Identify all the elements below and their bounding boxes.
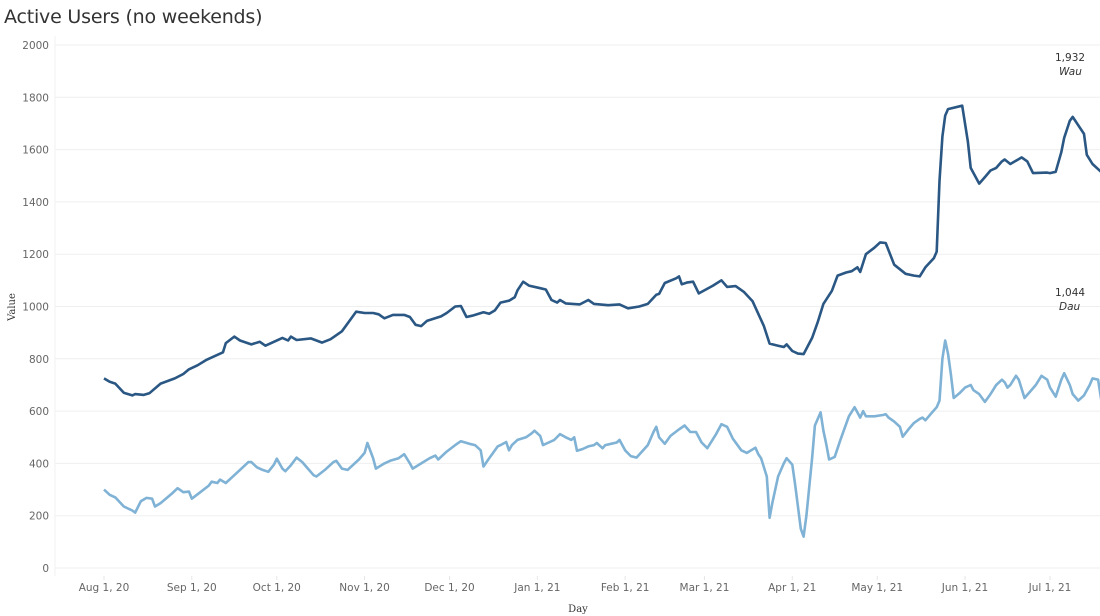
- y-tick-label: 800: [29, 354, 49, 366]
- wau-line[interactable]: [103, 63, 1100, 397]
- x-tick-label: Dec 1, 20: [424, 582, 474, 594]
- y-axis-ticks: 0 200 400 600 800 1000 1200 1400 1600 1800 2000: [22, 40, 49, 575]
- x-tick-label: Feb 1, 21: [601, 582, 650, 594]
- dau-end-value: 1,044: [1055, 287, 1085, 299]
- y-tick-label: 1400: [22, 197, 49, 209]
- wau-series-label: Wau: [1059, 66, 1082, 78]
- x-axis-ticks: Aug 1, 20 Sep 1, 20 Oct 1, 20 Nov 1, 20 Dec …: [79, 576, 1072, 594]
- y-tick-label: 1000: [22, 302, 49, 314]
- x-axis-title: Day: [568, 604, 588, 615]
- wau-end-value: 1,932: [1055, 52, 1085, 64]
- gridlines: [54, 36, 1100, 576]
- dau-line[interactable]: [103, 291, 1100, 538]
- x-tick-label: Nov 1, 20: [339, 582, 390, 594]
- x-tick-label: Aug 1, 20: [79, 582, 130, 594]
- x-tick-label: Sep 1, 20: [167, 582, 217, 594]
- x-tick-label: Jul 1, 21: [1028, 582, 1072, 594]
- y-tick-label: 600: [29, 406, 49, 418]
- y-tick-label: 2000: [22, 40, 49, 52]
- x-tick-label: Jun 1, 21: [941, 582, 988, 594]
- y-tick-label: 200: [29, 511, 49, 523]
- y-axis-title: Value: [7, 293, 18, 322]
- x-tick-label: Jan 1, 21: [513, 582, 560, 594]
- chart-title: Active Users (no weekends): [4, 6, 263, 28]
- x-tick-label: May 1, 21: [851, 582, 903, 594]
- x-tick-label: Mar 1, 21: [680, 582, 730, 594]
- y-tick-label: 400: [29, 458, 49, 470]
- dau-series-label: Dau: [1059, 301, 1081, 313]
- y-tick-label: 0: [42, 563, 49, 575]
- x-tick-label: Apr 1, 21: [768, 582, 816, 594]
- y-tick-label: 1800: [22, 92, 49, 104]
- y-tick-label: 1600: [22, 145, 49, 157]
- y-tick-label: 1200: [22, 249, 49, 261]
- x-tick-label: Oct 1, 20: [253, 582, 301, 594]
